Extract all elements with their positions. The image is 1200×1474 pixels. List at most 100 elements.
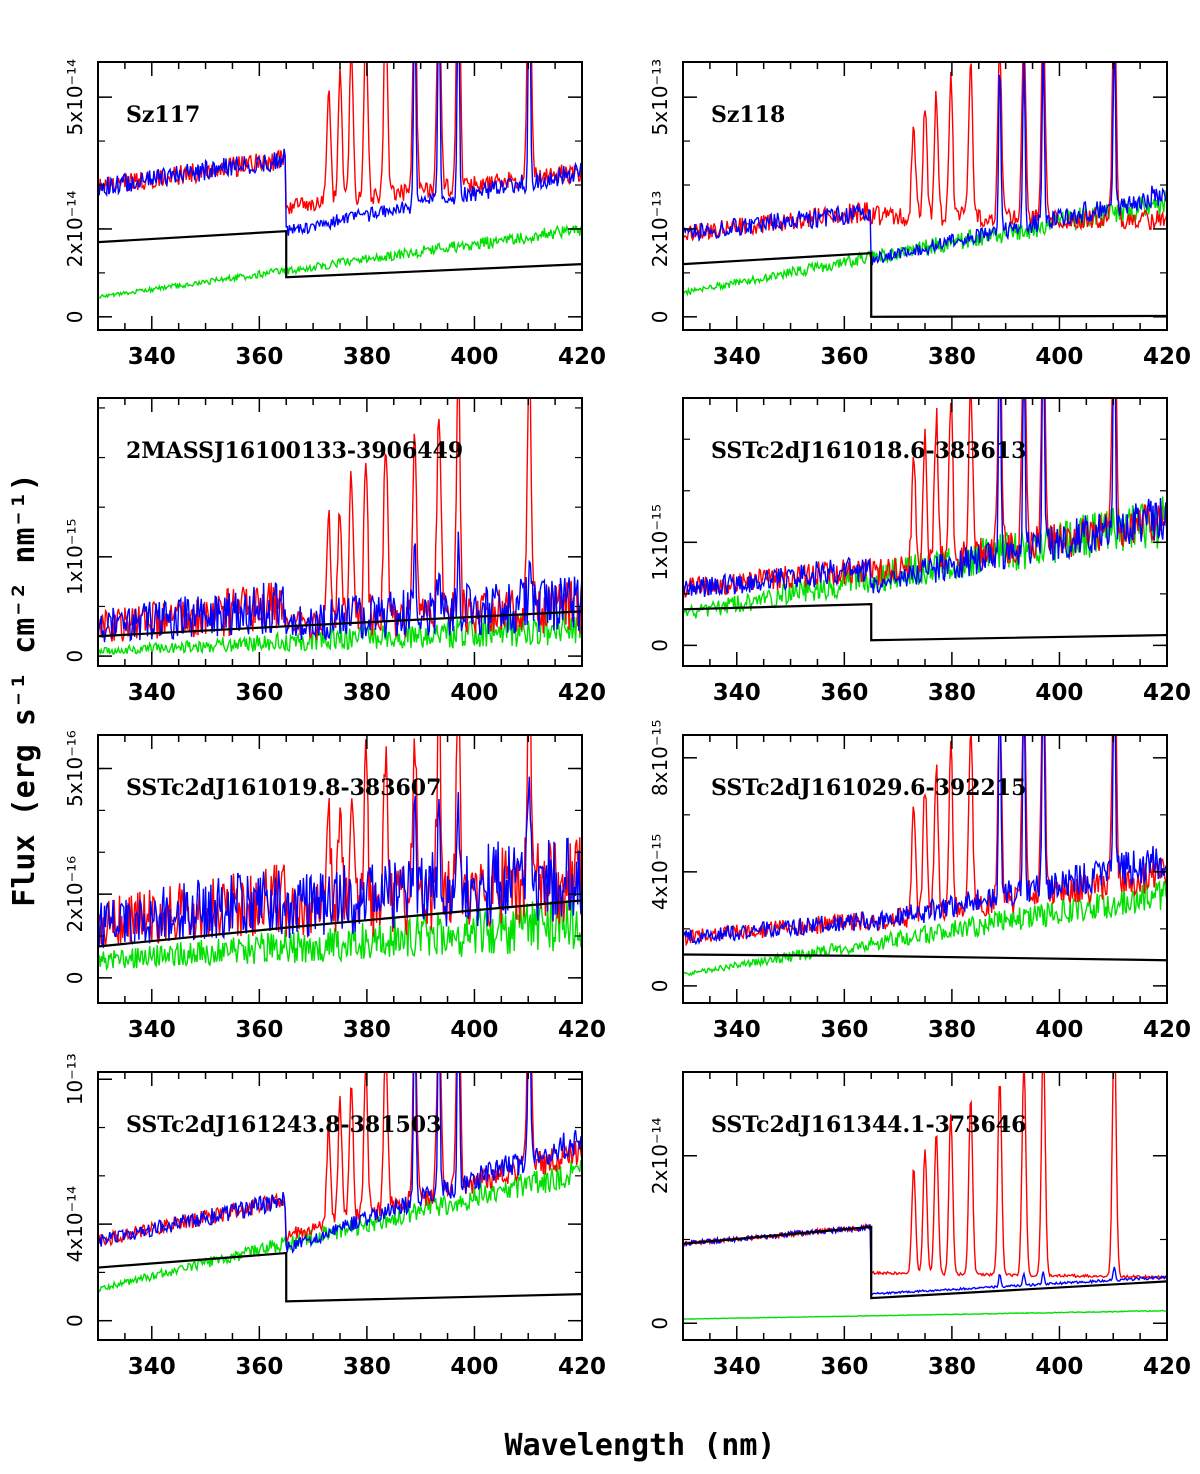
series-model-blue <box>98 62 582 236</box>
x-tick-label: 360 <box>235 1354 283 1380</box>
x-tick-label: 380 <box>343 1017 391 1043</box>
series-photosphere-green <box>683 190 1167 297</box>
panel-6: 340 360 380 400 420 0 4x10⁻¹⁵ 8x10⁻¹⁵ SSTc2dJ161… <box>648 720 1191 1043</box>
series-model-blue <box>98 531 582 643</box>
x-tick-label: 420 <box>1143 680 1191 706</box>
y-tick-label: 0 <box>648 1317 672 1330</box>
panel-8: 340 360 380 400 420 0 2x10⁻¹⁴ SSTc2dJ161344.1-3… <box>648 1071 1191 1380</box>
y-tick-label: 0 <box>63 310 87 323</box>
panel-series <box>98 1072 582 1303</box>
x-tick-label: 420 <box>558 1354 606 1380</box>
series-photosphere-green <box>683 879 1167 977</box>
panel-star-name: SSTc2dJ161344.1-373646 <box>711 1112 1026 1138</box>
series-observed-red <box>683 398 1167 599</box>
x-tick-label: 340 <box>128 1017 176 1043</box>
series-model-blue <box>683 398 1167 598</box>
x-tick-label: 400 <box>450 1017 498 1043</box>
x-tick-label: 340 <box>713 344 761 370</box>
y-tick-label: 10⁻¹³ <box>63 1053 87 1105</box>
series-slab-black <box>683 251 1167 318</box>
y-tick-label: 2x10⁻¹⁴ <box>63 191 87 268</box>
panel-star-name: Sz117 <box>126 102 200 128</box>
y-tick-label: 4x10⁻¹⁴ <box>63 1186 87 1263</box>
series-photosphere-green <box>98 224 582 299</box>
panel-star-name: SSTc2dJ161029.6-392215 <box>711 775 1026 801</box>
x-tick-label: 380 <box>928 344 976 370</box>
series-slab-black <box>98 229 582 279</box>
y-tick-label: 5x10⁻¹⁴ <box>63 59 87 136</box>
series-slab-black <box>683 603 1167 642</box>
series-model-blue <box>98 776 582 949</box>
y-tick-label: 0 <box>648 980 672 993</box>
series-observed-red <box>98 735 582 947</box>
panel-star-name: SSTc2dJ161018.6-383613 <box>711 438 1026 464</box>
y-tick-label: 8x10⁻¹⁵ <box>648 720 672 797</box>
x-tick-label: 380 <box>343 1354 391 1380</box>
x-tick-label: 420 <box>558 680 606 706</box>
panel-star-name: 2MASSJ16100133-3906449 <box>126 438 463 464</box>
y-tick-label: 1x10⁻¹⁵ <box>648 504 672 581</box>
x-tick-label: 400 <box>1035 344 1083 370</box>
y-tick-label: 0 <box>63 1314 87 1327</box>
y-tick-label: 0 <box>648 310 672 323</box>
y-tick-label: 0 <box>63 972 87 985</box>
x-tick-label: 400 <box>450 680 498 706</box>
series-observed-red <box>683 1072 1167 1280</box>
x-tick-label: 400 <box>450 344 498 370</box>
panel-series <box>98 735 582 971</box>
x-tick-label: 360 <box>235 1017 283 1043</box>
series-slab-black <box>683 1225 1167 1300</box>
series-slab-black <box>98 610 582 638</box>
y-tick-label: 5x10⁻¹³ <box>648 59 672 136</box>
x-tick-label: 340 <box>128 344 176 370</box>
panel-3: 340 360 380 400 420 0 1x10⁻¹⁵ 2MASSJ16100133-39… <box>63 397 606 706</box>
x-tick-label: 340 <box>128 680 176 706</box>
series-slab-black <box>98 1251 582 1303</box>
series-photosphere-green <box>683 1309 1167 1320</box>
panel-star-name: Sz118 <box>711 102 785 128</box>
x-tick-label: 340 <box>128 1354 176 1380</box>
series-slab-black <box>98 899 582 948</box>
x-tick-label: 360 <box>820 680 868 706</box>
panel-5: 340 360 380 400 420 0 2x10⁻¹⁶ 5x10⁻¹⁶ SSTc2dJ161… <box>63 730 606 1043</box>
y-tick-label: 0 <box>648 639 672 652</box>
y-tick-label: 1x10⁻¹⁵ <box>63 519 87 596</box>
x-tick-label: 420 <box>558 1017 606 1043</box>
y-tick-label: 2x10⁻¹⁶ <box>63 856 87 933</box>
y-axis-label: Flux (erg s⁻¹ cm⁻² nm⁻¹) <box>7 473 42 906</box>
x-tick-label: 340 <box>713 1017 761 1043</box>
panel-series <box>683 735 1167 977</box>
panel-series <box>683 1072 1167 1320</box>
x-tick-label: 420 <box>1143 1354 1191 1380</box>
x-tick-label: 340 <box>713 680 761 706</box>
series-model-blue <box>98 1072 582 1254</box>
x-tick-label: 360 <box>820 344 868 370</box>
x-tick-label: 400 <box>450 1354 498 1380</box>
x-tick-label: 380 <box>928 1354 976 1380</box>
x-tick-label: 400 <box>1035 1017 1083 1043</box>
panel-1: 340 360 380 400 420 0 2x10⁻¹⁴ 5x10⁻¹⁴ Sz117 <box>63 59 606 370</box>
y-tick-label: 2x10⁻¹⁴ <box>648 1117 672 1194</box>
panel-series <box>98 62 582 299</box>
y-tick-label: 2x10⁻¹³ <box>648 191 672 268</box>
panel-series <box>98 398 582 656</box>
x-tick-label: 420 <box>1143 344 1191 370</box>
y-tick-label: 4x10⁻¹⁵ <box>648 834 672 911</box>
series-model-blue <box>683 735 1167 946</box>
x-tick-label: 420 <box>558 344 606 370</box>
panel-series <box>683 62 1167 318</box>
x-tick-label: 380 <box>343 344 391 370</box>
panel-series <box>683 398 1167 642</box>
x-tick-label: 400 <box>1035 1354 1083 1380</box>
panel-2: 340 360 380 400 420 0 2x10⁻¹³ 5x10⁻¹³ Sz118 <box>648 59 1191 370</box>
panel-7: 340 360 380 400 420 0 4x10⁻¹⁴ 10⁻¹³ SSTc2dJ16124… <box>63 1053 606 1380</box>
x-tick-label: 420 <box>1143 1017 1191 1043</box>
panels-container: 340 360 380 400 420 0 2x10⁻¹⁴ 5x10⁻¹⁴ Sz117 340 36… <box>63 59 1191 1380</box>
x-tick-label: 380 <box>343 680 391 706</box>
x-tick-label: 380 <box>928 1017 976 1043</box>
x-tick-label: 360 <box>820 1017 868 1043</box>
series-photosphere-green <box>98 896 582 971</box>
panel-star-name: SSTc2dJ161019.8-383607 <box>126 775 441 801</box>
series-slab-black <box>683 953 1167 962</box>
x-tick-label: 360 <box>820 1354 868 1380</box>
